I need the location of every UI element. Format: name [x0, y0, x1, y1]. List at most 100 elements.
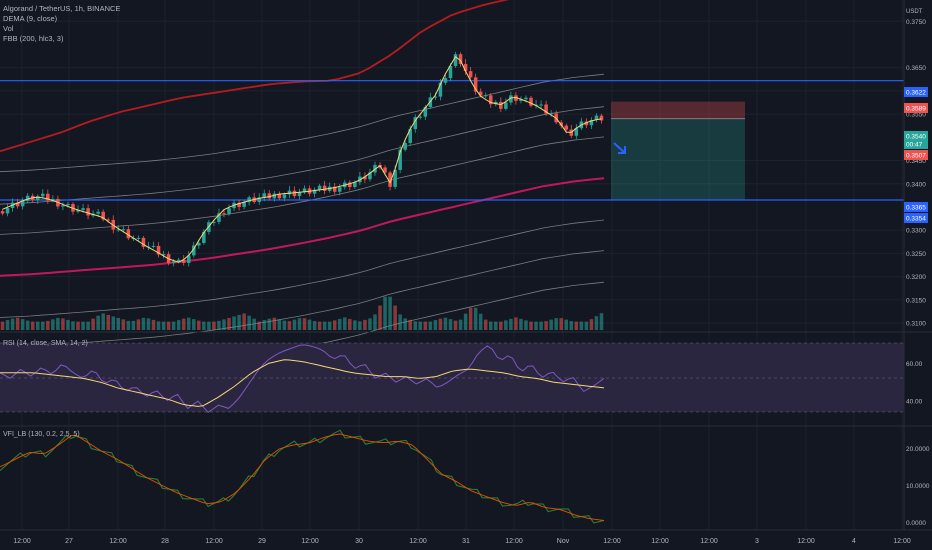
volume-bar: [438, 318, 443, 330]
volume-bar: [302, 318, 307, 330]
volume-legend[interactable]: Vol: [3, 24, 14, 33]
candle-body: [483, 95, 488, 97]
volume-bar: [106, 314, 110, 330]
candle-body: [101, 211, 105, 220]
candle-body: [277, 193, 282, 199]
volume-bar: [257, 321, 261, 330]
price-label-box: [904, 213, 928, 223]
candle-body: [282, 194, 287, 199]
price-label: 0.3540: [906, 134, 926, 141]
candle-body: [257, 197, 261, 202]
volume-bar: [81, 321, 85, 330]
volume-bar: [232, 316, 236, 330]
candle-body: [136, 237, 141, 239]
volume-bar: [287, 321, 292, 330]
volume-bar: [307, 319, 312, 330]
time-tick-label: 12:00: [301, 538, 319, 545]
candle-body: [192, 245, 196, 256]
volume-bar: [252, 318, 256, 330]
candle-body: [121, 229, 126, 231]
vfi-panel[interactable]: [0, 429, 605, 524]
volume-bar: [30, 321, 35, 330]
fbb-legend[interactable]: FBB (200, hlc3, 3): [3, 34, 64, 43]
horizontal-levels[interactable]: [0, 80, 904, 201]
dema-legend[interactable]: DEMA (9, close): [3, 14, 58, 23]
short-position-tool[interactable]: [611, 101, 745, 200]
volume-bar: [181, 318, 186, 330]
candle-body: [287, 190, 292, 195]
candle-body: [312, 189, 317, 194]
stop-loss-zone[interactable]: [611, 101, 745, 119]
volume-bar: [227, 317, 231, 330]
volume-bar: [5, 320, 10, 330]
candle-body: [544, 104, 548, 114]
volume-bar: [86, 321, 90, 330]
candle-body: [237, 202, 241, 207]
fbb-band-line: [0, 73, 605, 173]
candle-body: [504, 102, 508, 109]
volume-bar: [589, 319, 594, 330]
take-profit-zone[interactable]: [611, 118, 745, 200]
volume-bar: [131, 320, 136, 330]
candle-body: [61, 205, 65, 207]
candle-body: [348, 182, 352, 188]
candle-body: [0, 211, 5, 214]
candle-body: [20, 200, 25, 207]
rsi-panel[interactable]: [0, 342, 904, 413]
vfi-legend: VFI_LB (130, 0.2, 2.5, 5): [3, 431, 80, 438]
dema-line: [2, 55, 602, 263]
candle-body: [292, 190, 297, 197]
candle-body: [519, 99, 523, 101]
currency-label: USDT: [906, 9, 923, 15]
candle-body: [458, 54, 463, 64]
volume-bar: [15, 317, 20, 330]
candle-body: [317, 185, 322, 190]
time-axis[interactable]: 12:00 27 12:00 28 12:00 29 12:00 30 12:00 31 12:00…: [13, 538, 911, 545]
fbb-band-line: [0, 106, 605, 205]
candle-body: [584, 121, 589, 126]
price-tick-label: 0.3750: [906, 19, 926, 26]
volume-bar: [463, 313, 468, 330]
candle-body: [499, 101, 503, 109]
candle-body: [398, 149, 402, 170]
candle-body: [181, 259, 186, 263]
volume-bar: [544, 321, 548, 330]
price-label-box: [904, 87, 928, 97]
symbol-title[interactable]: Algorand / TetherUS, 1h, BINANCE: [3, 4, 121, 13]
volume-bar: [171, 321, 176, 330]
time-tick-label: 12:00: [893, 538, 911, 545]
time-tick-label: 27: [65, 538, 73, 545]
volume-bar: [146, 318, 151, 330]
candle-body: [96, 211, 100, 214]
volume-bar: [564, 319, 569, 330]
candle-body: [5, 208, 10, 214]
volume-bar: [468, 307, 473, 330]
rsi-ma-line: [0, 359, 605, 407]
volume-bar: [101, 313, 105, 330]
price-label-box: [904, 103, 928, 113]
price-label: 0.3354: [906, 216, 926, 223]
volume-bar: [393, 305, 397, 330]
candle-body: [227, 208, 231, 214]
volume-bar: [242, 313, 246, 330]
volume-bar: [151, 319, 156, 330]
volume-bar: [91, 318, 95, 330]
volume-bar: [156, 321, 161, 330]
volume-bar: [529, 321, 533, 330]
volume-bar: [237, 314, 241, 330]
candle-body: [539, 104, 543, 106]
candle-body: [25, 195, 30, 201]
volume-bar: [398, 314, 402, 330]
arrow-down-right-icon: [613, 142, 626, 154]
volume-bar: [337, 318, 342, 330]
time-tick-label: 30: [355, 538, 363, 545]
volume-bar: [343, 317, 347, 330]
time-tick-label: 12:00: [109, 538, 127, 545]
volume-bar: [141, 317, 146, 330]
volume-bar: [10, 318, 15, 330]
volume-bar: [297, 318, 302, 330]
volume-bar: [116, 317, 121, 330]
candle-body: [423, 106, 428, 117]
